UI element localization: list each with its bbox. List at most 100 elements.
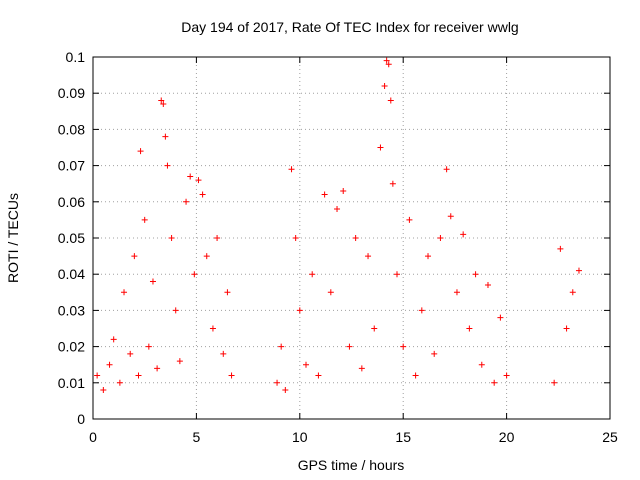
data-point [491,379,498,386]
data-point [352,235,359,241]
data-point [135,372,142,379]
data-point [365,253,372,260]
data-point [377,144,384,151]
data-point [315,372,322,379]
data-point [292,235,299,241]
data-point [371,325,378,332]
data-point [443,166,450,173]
data-point [321,191,328,198]
y-tick-label: 0 [77,411,85,427]
data-point [149,278,156,285]
data-point [460,231,467,238]
data-point [383,57,390,64]
data-point [183,198,190,205]
x-tick-label: 5 [193,429,201,445]
data-point [158,97,165,104]
data-point [131,253,138,260]
data-point [327,289,334,296]
data-point [162,133,169,140]
data-point [484,282,491,289]
x-tick-label: 10 [292,429,308,445]
data-point [551,379,558,386]
data-point [387,97,394,104]
data-point [214,235,221,241]
data-point [478,361,485,368]
data-point [137,148,144,155]
x-tick-label: 15 [395,429,411,445]
y-tick-label: 0.01 [58,375,85,391]
data-point [106,361,113,368]
y-tick-label: 0.09 [58,85,85,101]
y-tick-label: 0.07 [58,158,85,174]
data-point [127,350,134,357]
data-point [303,361,310,368]
grid-layer [93,57,610,419]
data-point [389,180,396,187]
y-tick-label: 0.08 [58,121,85,137]
data-point [334,206,341,213]
data-point [296,307,303,314]
data-point [466,325,473,332]
data-point [557,245,564,252]
data-point [209,325,216,332]
data-point [274,379,281,386]
data-point [393,271,400,278]
data-point [160,101,167,108]
data-point [288,166,295,173]
data-point [569,289,576,296]
data-point [195,177,202,184]
data-point [121,289,128,296]
data-point [431,350,438,357]
data-point [418,307,425,314]
data-point [412,372,419,379]
y-tick-label: 0.06 [58,194,85,210]
y-tick-label: 0.05 [58,230,85,246]
data-point [141,216,148,223]
axis-ticks: 0 0.01 0.02 0.03 0.04 0.05 0.06 0.07 0.08 0.09 0.1… [58,49,618,445]
data-point [358,365,365,372]
data-point [472,271,479,278]
data-point [425,253,432,260]
data-point [116,379,123,386]
data-point [346,343,353,350]
data-point [278,343,285,350]
x-tick-label: 0 [89,429,97,445]
data-point [220,350,227,357]
data-point [497,314,504,321]
y-tick-label: 0.04 [58,266,85,282]
y-tick-label: 0.03 [58,302,85,318]
data-point [100,387,107,394]
chart-title: Day 194 of 2017, Rate Of TEC Index for r… [181,19,518,35]
data-point [309,271,316,278]
data-point [385,61,392,68]
y-tick-label: 0.1 [66,49,86,65]
data-point [172,307,179,314]
data-point [503,372,510,379]
data-point [406,216,413,223]
data-point [575,267,582,274]
data-point [381,82,388,89]
data-point [563,325,570,332]
data-point [282,387,289,394]
data-point [145,343,152,350]
data-point [154,365,161,372]
data-point [447,213,454,220]
data-point [176,358,183,365]
data-point [224,289,231,296]
data-point [110,336,117,343]
data-point [340,187,347,194]
data-point [191,271,198,278]
data-point [228,372,235,379]
y-tick-label: 0.02 [58,339,85,355]
data-point [453,289,460,296]
x-tick-label: 25 [602,429,618,445]
y-axis-label: ROTI / TECUs [5,193,21,283]
x-axis-label: GPS time / hours [298,457,405,473]
data-point [94,372,101,379]
data-point [400,343,407,350]
data-point [187,173,194,180]
data-point [437,235,444,241]
data-point [164,162,171,169]
x-tick-label: 20 [499,429,515,445]
